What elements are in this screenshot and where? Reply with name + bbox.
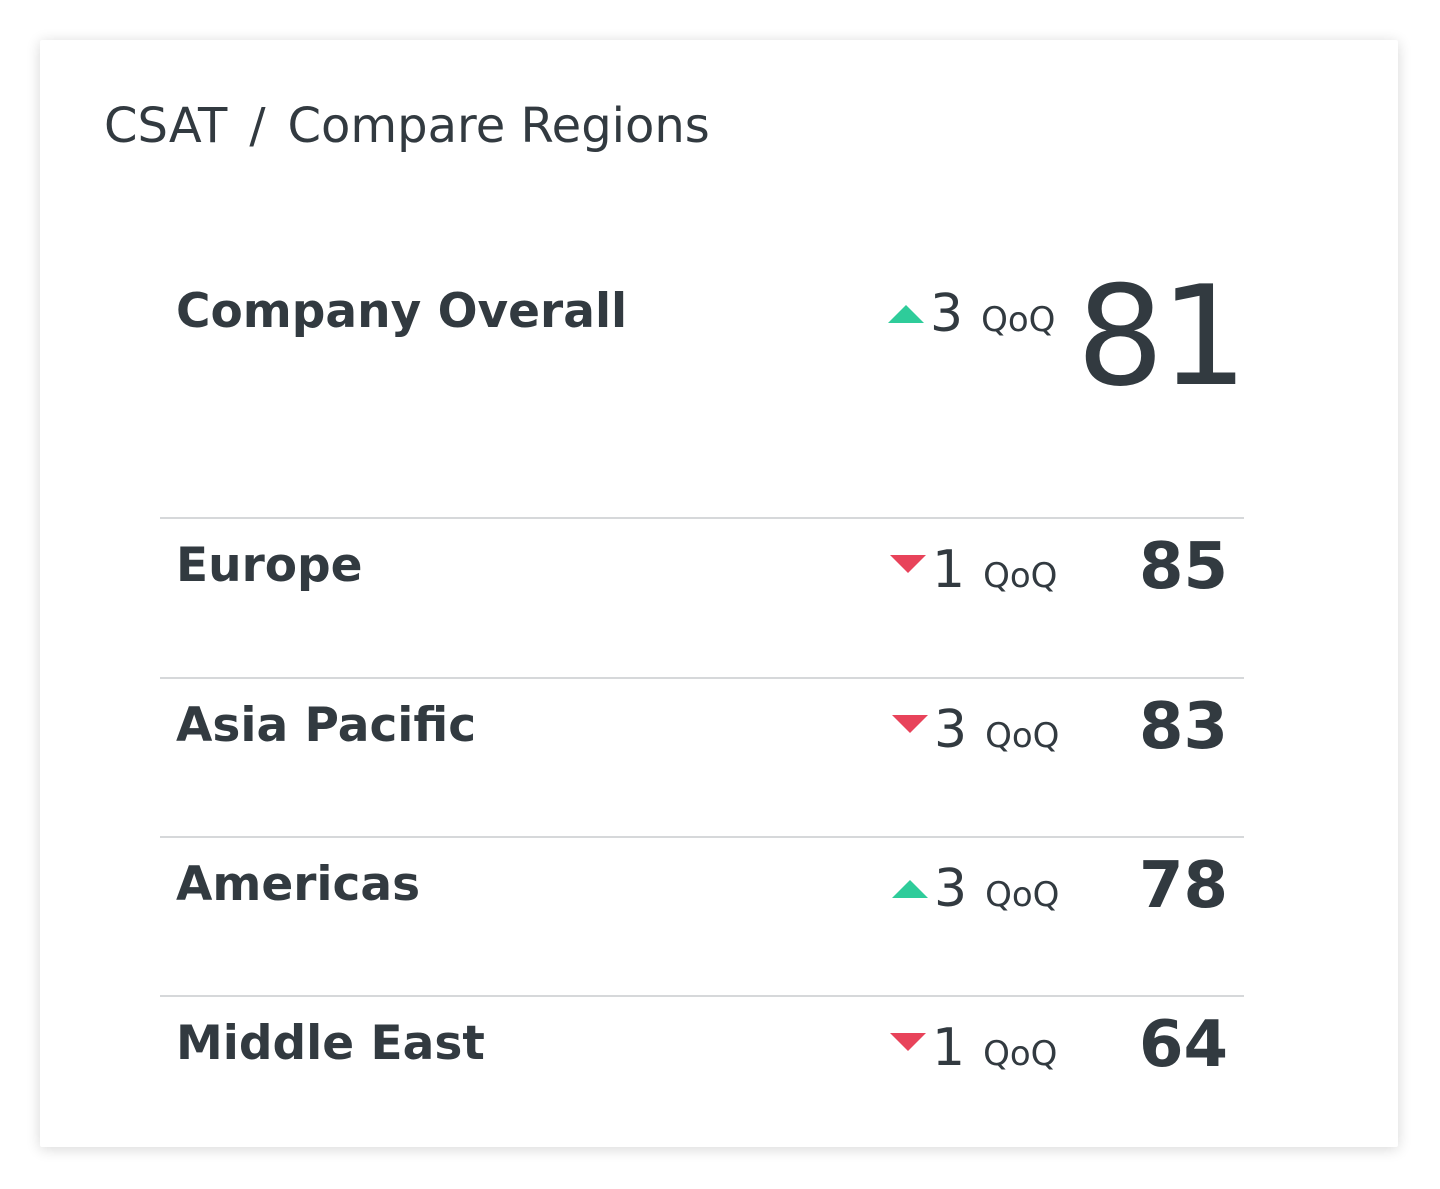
region-delta-unit: QoQ [985, 716, 1060, 756]
divider [160, 677, 1244, 679]
overall-label: Company Overall [176, 284, 628, 339]
divider [160, 836, 1244, 838]
region-delta-value: 1 [932, 540, 966, 600]
breadcrumb-root[interactable]: CSAT [104, 98, 228, 154]
region-label: Middle East [176, 1016, 485, 1071]
region-row-americas[interactable]: Americas 3 QoQ 78 [160, 847, 1244, 997]
overall-delta: 3 QoQ [888, 284, 1055, 344]
breadcrumb-separator: / [249, 98, 266, 154]
region-row-asia-pacific[interactable]: Asia Pacific 3 QoQ 83 [160, 688, 1244, 838]
csat-card: CSAT / Compare Regions Company Overall 3 Q… [40, 40, 1398, 1147]
region-score: 64 [1138, 1008, 1228, 1082]
triangle-up-icon [888, 305, 924, 323]
region-score: 83 [1138, 690, 1228, 764]
region-delta-value: 1 [932, 1018, 966, 1078]
region-delta: 3 QoQ [892, 700, 1059, 760]
region-label: Americas [176, 857, 421, 912]
triangle-down-icon [892, 715, 928, 733]
divider [160, 517, 1244, 519]
region-row-europe[interactable]: Europe 1 QoQ 85 [160, 528, 1244, 678]
overall-delta-unit: QoQ [981, 300, 1056, 340]
triangle-up-icon [892, 880, 928, 898]
region-delta: 3 QoQ [892, 859, 1059, 919]
overall-row: Company Overall 3 QoQ 81 [160, 256, 1248, 450]
breadcrumb-current: Compare Regions [287, 98, 710, 154]
triangle-down-icon [890, 555, 926, 573]
triangle-down-icon [890, 1033, 926, 1051]
region-label: Asia Pacific [176, 698, 477, 753]
region-delta-value: 3 [934, 859, 968, 919]
region-label: Europe [176, 538, 363, 593]
region-delta: 1 QoQ [890, 1018, 1057, 1078]
region-row-middle-east[interactable]: Middle East 1 QoQ 64 [160, 1006, 1244, 1136]
breadcrumb: CSAT / Compare Regions [104, 98, 710, 154]
divider [160, 995, 1244, 997]
overall-delta-value: 3 [930, 284, 964, 344]
region-delta-value: 3 [934, 700, 968, 760]
overall-score: 81 [1076, 256, 1248, 417]
region-score: 85 [1138, 530, 1228, 604]
region-delta-unit: QoQ [983, 556, 1058, 596]
region-delta-unit: QoQ [983, 1034, 1058, 1074]
region-delta-unit: QoQ [985, 875, 1060, 915]
region-score: 78 [1138, 849, 1228, 923]
region-delta: 1 QoQ [890, 540, 1057, 600]
